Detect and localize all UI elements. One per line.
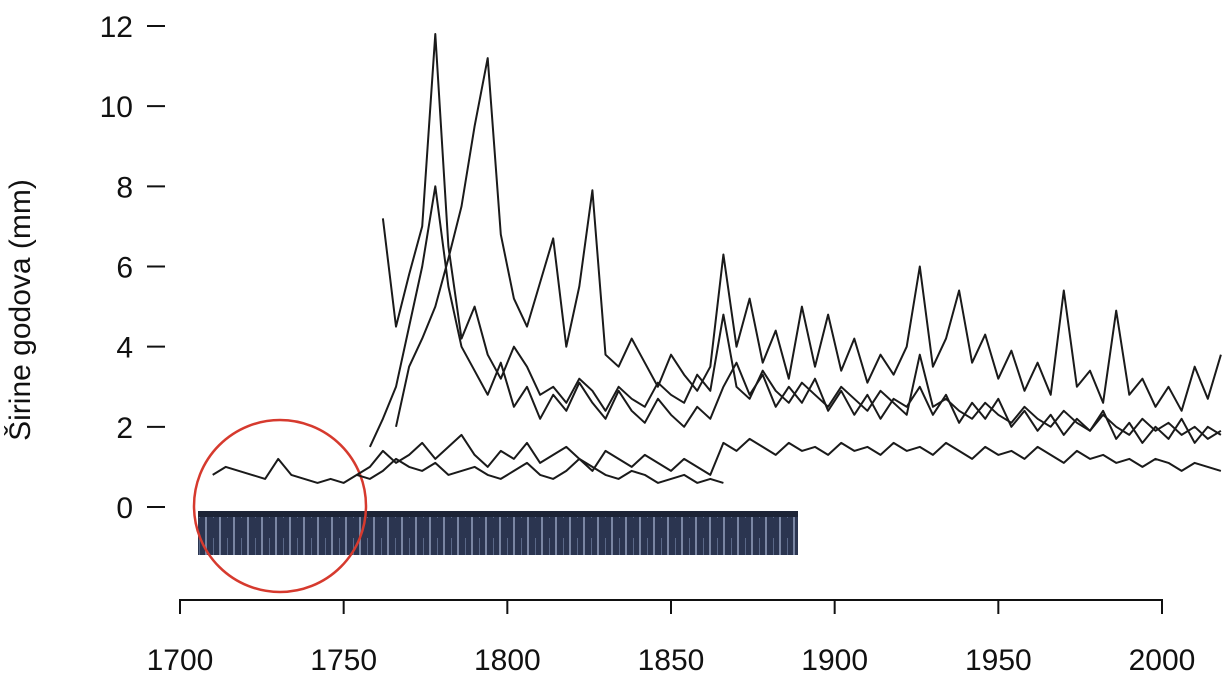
series-line (356, 433, 1222, 476)
y-tick-label: 4 (116, 332, 133, 365)
x-tick-label: 1750 (310, 644, 377, 674)
x-tick-label: 1950 (965, 644, 1032, 674)
wood-sample (198, 511, 798, 555)
x-tick-label: 1850 (638, 644, 705, 674)
highlight-circle (192, 418, 368, 594)
y-axis-label: Širine godova (mm) (3, 179, 37, 441)
plot-area: 0 2 4 6 8 10 12 1700 1750 1800 1850 1900 1950 2000 (100, 11, 1222, 677)
y-tick-label: 12 (100, 11, 133, 44)
series-line (212, 457, 724, 484)
series-line (368, 185, 1222, 448)
y-tick-label: 6 (116, 252, 133, 285)
x-tick-label: 2000 (1129, 644, 1196, 674)
wood-strip (198, 511, 798, 555)
y-tick-label: 10 (100, 91, 133, 124)
x-tick-label: 1700 (147, 644, 214, 674)
y-tick-label: 2 (116, 412, 133, 445)
series-line (395, 57, 1222, 428)
series-line (381, 33, 1222, 440)
x-tick-label: 1800 (474, 644, 541, 674)
y-tick-label: 0 (116, 492, 133, 525)
x-tick-label: 1900 (801, 644, 868, 674)
wood-edge (198, 511, 798, 517)
y-tick-label: 8 (116, 171, 133, 204)
